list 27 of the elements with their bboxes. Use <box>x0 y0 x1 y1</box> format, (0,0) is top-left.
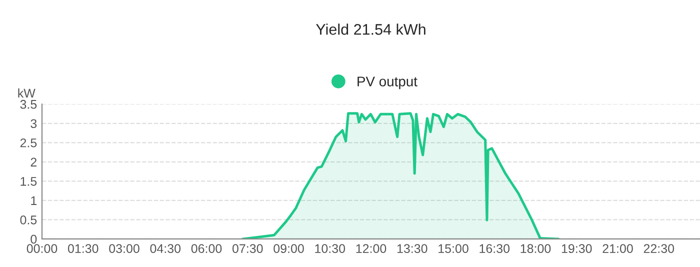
x-tick-label: 01:30 <box>68 244 98 254</box>
legend-label: PV output <box>358 76 418 90</box>
x-tick-label: 15:00 <box>438 244 468 254</box>
x-tick-label: 00:00 <box>26 244 58 254</box>
y-tick-label: 2.5 <box>20 138 37 148</box>
x-tick-label: 07:30 <box>232 244 263 254</box>
y-tick-label: 1.5 <box>20 177 37 186</box>
x-tick-label: 09:00 <box>274 244 304 254</box>
x-tick-label: 04:30 <box>150 244 181 254</box>
x-tick-label: 18:00 <box>520 244 551 254</box>
y-tick-label: 0 <box>30 234 37 244</box>
x-tick-label: 13:30 <box>397 244 428 254</box>
y-axis-title: kW <box>18 88 36 98</box>
y-tick-label: 3 <box>30 119 37 128</box>
y-tick-label: 2 <box>30 158 37 166</box>
x-tick-label: 10:30 <box>315 244 346 254</box>
x-tick-label: 06:00 <box>191 244 222 254</box>
y-tick-label: 0.5 <box>20 216 37 224</box>
x-tick-label: 19:30 <box>562 244 592 254</box>
x-tick-label: 12:00 <box>356 244 386 254</box>
chart-title: Yield 21.54 kWh <box>316 24 426 35</box>
x-tick-label: 16:30 <box>480 244 510 254</box>
y-tick-label: 1 <box>31 196 37 205</box>
x-tick-label: 03:00 <box>109 244 140 254</box>
y-tick-label: 3.5 <box>20 100 37 109</box>
x-tick-label: 21:00 <box>602 244 633 254</box>
x-tick-label: 22:30 <box>644 244 674 254</box>
